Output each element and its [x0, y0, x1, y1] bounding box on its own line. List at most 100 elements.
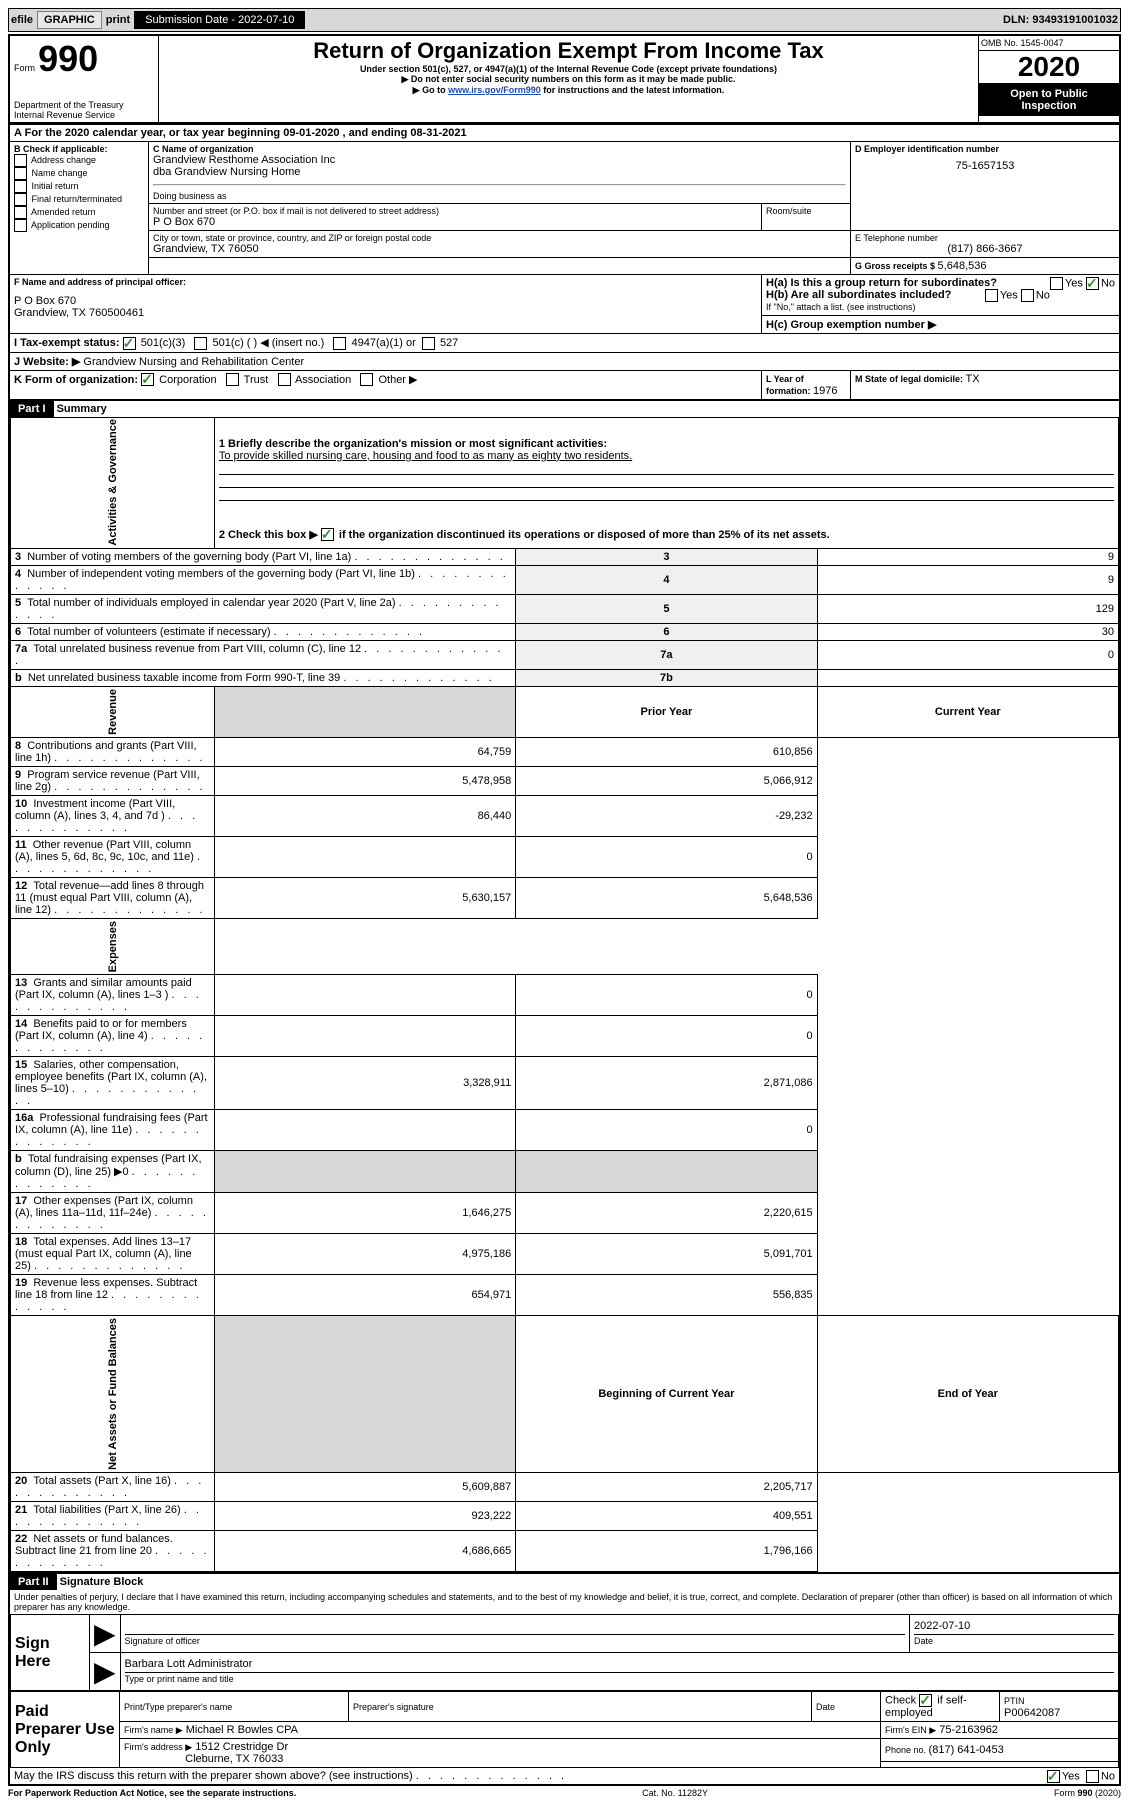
- paid-preparer-label: Paid Preparer Use Only: [11, 1692, 120, 1768]
- k-label: K Form of organization:: [14, 374, 138, 386]
- prep-name-label: Print/Type preparer's name: [124, 1702, 232, 1712]
- tel-value: (817) 866-3667: [855, 243, 1115, 255]
- firm-addr2: Cleburne, TX 76033: [185, 1753, 283, 1765]
- hb-no-checkbox[interactable]: [1021, 289, 1034, 302]
- tel-label: E Telephone number: [855, 233, 1115, 243]
- ha-label: H(a) Is this a group return for subordin…: [766, 277, 997, 289]
- b-checkboxes: Address change Name change Initial retur…: [14, 154, 144, 232]
- k-option[interactable]: Corporation: [141, 374, 223, 386]
- financial-row: 17 Other expenses (Part IX, column (A), …: [11, 1193, 1119, 1234]
- part1-table: Activities & Governance 1 Briefly descri…: [10, 417, 1119, 1573]
- form-header-table: Form 990 Department of the Treasury Inte…: [8, 34, 1121, 124]
- c-name-label: C Name of organization: [153, 144, 846, 154]
- sign-here-label: Sign Here: [11, 1615, 90, 1691]
- vert-revenue: Revenue: [106, 689, 118, 735]
- b-option[interactable]: Amended return: [14, 206, 144, 219]
- i-501c3-checkbox[interactable]: [123, 337, 136, 350]
- inspection-label: Open to Public Inspection: [979, 84, 1119, 116]
- b-option[interactable]: Final return/terminated: [14, 193, 144, 206]
- self-employed-checkbox[interactable]: [919, 1694, 932, 1707]
- hb-yes-checkbox[interactable]: [985, 289, 998, 302]
- firm-name-label: Firm's name ▶: [124, 1725, 183, 1735]
- firm-ein-label: Firm's EIN ▶: [885, 1725, 936, 1735]
- identity-table: A For the 2020 calendar year, or tax yea…: [8, 124, 1121, 401]
- i-527-checkbox[interactable]: [422, 337, 435, 350]
- q2-checkbox[interactable]: [321, 528, 334, 541]
- financial-row: 22 Net assets or fund balances. Subtract…: [11, 1531, 1119, 1572]
- k-option[interactable]: Association: [274, 374, 357, 386]
- footer: For Paperwork Reduction Act Notice, see …: [8, 1786, 1121, 1800]
- org-name: Grandview Resthome Association Inc: [153, 154, 846, 166]
- preparer-table: Paid Preparer Use Only Print/Type prepar…: [10, 1691, 1119, 1768]
- f-label: F Name and address of principal officer:: [14, 277, 757, 287]
- b-label: B Check if applicable:: [14, 144, 144, 154]
- part2-header: Part II: [10, 1574, 57, 1590]
- col-prior: Prior Year: [516, 687, 817, 738]
- top-toolbar: efile GRAPHIC print Submission Date - 20…: [8, 8, 1121, 32]
- financial-row: 19 Revenue less expenses. Subtract line …: [11, 1275, 1119, 1316]
- financial-row: 9 Program service revenue (Part VIII, li…: [11, 767, 1119, 796]
- b-option[interactable]: Initial return: [14, 180, 144, 193]
- b-option[interactable]: Application pending: [14, 219, 144, 232]
- print-label[interactable]: print: [106, 14, 130, 26]
- part1-container: Part I Summary Activities & Governance 1…: [8, 401, 1121, 1575]
- gov-row: 3 Number of voting members of the govern…: [11, 549, 1119, 566]
- financial-row: 14 Benefits paid to or for members (Part…: [11, 1016, 1119, 1057]
- city-label: City or town, state or province, country…: [153, 233, 846, 243]
- firm-addr-label: Firm's address ▶: [124, 1742, 192, 1752]
- q1-value: To provide skilled nursing care, housing…: [219, 450, 632, 462]
- hb-label: H(b) Are all subordinates included?: [766, 289, 951, 301]
- i-501c-checkbox[interactable]: [194, 337, 207, 350]
- k-option[interactable]: Other ▶: [357, 374, 423, 386]
- graphic-button[interactable]: GRAPHIC: [37, 11, 102, 29]
- prep-date-label: Date: [816, 1702, 835, 1712]
- vert-expenses: Expenses: [106, 921, 118, 972]
- ssn-note: ▶ Do not enter social security numbers o…: [163, 74, 974, 85]
- line-a: A For the 2020 calendar year, or tax yea…: [9, 125, 1120, 142]
- officer-name: Barbara Lott Administrator: [125, 1658, 1114, 1670]
- financial-row: 13 Grants and similar amounts paid (Part…: [11, 975, 1119, 1016]
- firm-name: Michael R Bowles CPA: [186, 1724, 298, 1736]
- sig-officer-label: Signature of officer: [125, 1636, 200, 1646]
- financial-row: 8 Contributions and grants (Part VIII, l…: [11, 738, 1119, 767]
- part1-title: Summary: [57, 403, 107, 415]
- street-label: Number and street (or P.O. box if mail i…: [153, 206, 757, 216]
- col-end: End of Year: [817, 1316, 1118, 1473]
- k-option[interactable]: Trust: [223, 374, 275, 386]
- ptin-label: PTIN: [1004, 1696, 1025, 1706]
- cat-no: Cat. No. 11282Y: [642, 1788, 708, 1798]
- part1-header: Part I: [10, 401, 54, 417]
- h-note: If "No," attach a list. (see instruction…: [766, 302, 915, 312]
- l-label: L Year of formation:: [766, 374, 813, 396]
- col-beg: Beginning of Current Year: [516, 1316, 817, 1473]
- gov-row: 6 Total number of volunteers (estimate i…: [11, 624, 1119, 641]
- f-addr1: P O Box 670: [14, 295, 757, 307]
- f-addr2: Grandview, TX 760500461: [14, 307, 757, 319]
- self-employed-check: Check if self-employed: [881, 1692, 1000, 1722]
- gross-label: G Gross receipts $: [855, 261, 938, 271]
- ha-no-checkbox[interactable]: [1086, 277, 1099, 290]
- financial-row: 16a Professional fundraising fees (Part …: [11, 1110, 1119, 1151]
- i-4947-checkbox[interactable]: [333, 337, 346, 350]
- b-option[interactable]: Address change: [14, 154, 144, 167]
- firm-addr1: 1512 Crestridge Dr: [195, 1741, 288, 1753]
- street-value: P O Box 670: [153, 216, 757, 228]
- ptin-value: P00642087: [1004, 1707, 1060, 1719]
- financial-row: 12 Total revenue—add lines 8 through 11 …: [11, 878, 1119, 919]
- financial-row: 10 Investment income (Part VIII, column …: [11, 796, 1119, 837]
- discuss-no-checkbox[interactable]: [1086, 1770, 1099, 1783]
- form-number: 990: [38, 38, 98, 79]
- vert-netassets: Net Assets or Fund Balances: [106, 1318, 118, 1470]
- efile-label: efile: [11, 14, 33, 26]
- b-option[interactable]: Name change: [14, 167, 144, 180]
- l-value: 1976: [813, 385, 837, 397]
- m-label: M State of legal domicile:: [855, 374, 966, 384]
- gov-row: 5 Total number of individuals employed i…: [11, 595, 1119, 624]
- ha-yes-checkbox[interactable]: [1050, 277, 1063, 290]
- irs-link[interactable]: www.irs.gov/Form990: [448, 85, 541, 95]
- declaration-text: Under penalties of perjury, I declare th…: [10, 1590, 1119, 1614]
- discuss-yes-checkbox[interactable]: [1047, 1770, 1060, 1783]
- discuss-label: May the IRS discuss this return with the…: [14, 1770, 413, 1782]
- m-value: TX: [966, 373, 980, 385]
- j-value: Grandview Nursing and Rehabilitation Cen…: [83, 356, 304, 368]
